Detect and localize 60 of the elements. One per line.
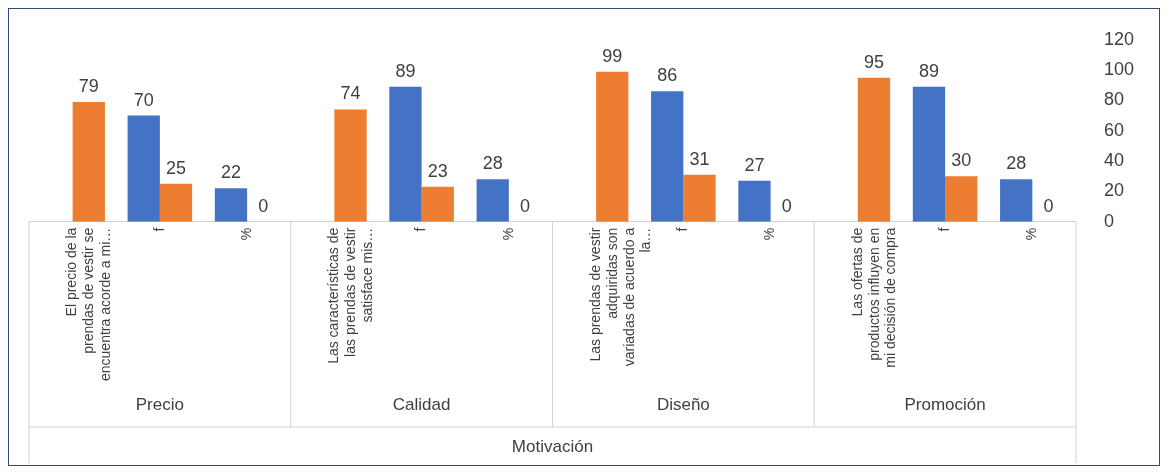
y-tick-label: 120 <box>1103 28 1135 49</box>
bar <box>912 86 946 222</box>
bar <box>476 179 509 222</box>
data-label: 31 <box>689 148 710 169</box>
y-tick-label: 60 <box>1103 119 1124 140</box>
data-label: 28 <box>1006 153 1027 174</box>
bar <box>857 77 891 222</box>
data-label: 27 <box>744 154 765 175</box>
y-tick-label: 100 <box>1103 59 1135 80</box>
data-label: 23 <box>427 160 448 181</box>
bar <box>945 176 978 222</box>
bar <box>72 101 105 222</box>
data-label: 30 <box>951 150 972 171</box>
x-axis-title: Motivación <box>511 436 594 456</box>
data-label: 22 <box>220 162 241 183</box>
x-tick-label: f <box>674 227 691 232</box>
x-tick-label: Las ofertas de productos influyen en mi decisión de compra <box>848 227 899 368</box>
x-tick-label: f <box>150 227 167 232</box>
bar <box>596 71 629 222</box>
data-label: 70 <box>133 89 154 110</box>
x-tick-label: Las características de las prendas de vestir satisface mis… <box>325 227 375 364</box>
y-tick-label: 80 <box>1103 89 1124 110</box>
bar <box>683 174 716 222</box>
data-label: 89 <box>918 60 939 81</box>
bar <box>651 91 684 222</box>
data-label: 74 <box>340 83 361 104</box>
x-tick-label: f <box>935 227 952 232</box>
x-tick-label: f <box>412 227 429 232</box>
bar <box>334 109 367 222</box>
x-tick-label: % <box>237 227 254 241</box>
x-tick-label: El precio de la prendas de vestir se encuentra acorde a mi… <box>63 227 114 382</box>
data-label: 89 <box>395 60 416 81</box>
bar <box>214 188 248 222</box>
bar <box>159 183 193 222</box>
data-label: 99 <box>602 45 623 66</box>
data-label: 86 <box>657 65 678 86</box>
bar <box>389 86 422 222</box>
data-label: 28 <box>482 153 503 174</box>
y-tick-label: 0 <box>1103 210 1114 231</box>
text: Promoción <box>904 394 986 414</box>
text: Diseño <box>656 394 710 414</box>
data-label: 95 <box>863 51 885 72</box>
bar <box>127 115 160 222</box>
data-label: 0 <box>1043 195 1054 216</box>
bar <box>421 186 454 222</box>
data-label: 0 <box>781 195 792 216</box>
x-tick-label: Las prendas de vestir adquiridas son variadas de acuerdo a la… <box>586 227 654 367</box>
x-tick-label: % <box>1023 227 1040 241</box>
data-label: 79 <box>78 75 99 96</box>
bar <box>1000 179 1033 222</box>
text: Calidad <box>392 394 451 414</box>
y-tick-label: 40 <box>1103 150 1124 171</box>
data-label: 0 <box>258 195 269 216</box>
bar <box>738 180 771 222</box>
text: Precio <box>135 394 184 414</box>
data-label: 25 <box>166 157 187 178</box>
data-label: 0 <box>519 195 531 216</box>
y-tick-label: 20 <box>1103 180 1124 201</box>
x-tick-label: % <box>761 227 778 241</box>
x-tick-label: % <box>499 227 516 241</box>
